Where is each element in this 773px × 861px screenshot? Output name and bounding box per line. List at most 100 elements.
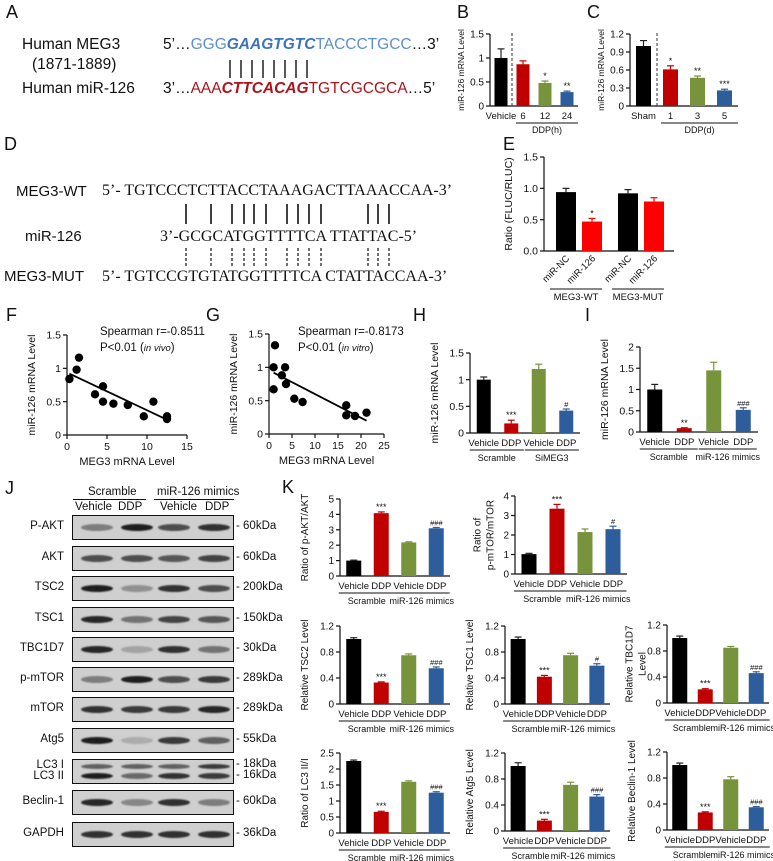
blot-band	[81, 616, 113, 623]
x-category-label: DDP	[534, 709, 554, 720]
y-tick-label: 0.3	[610, 84, 624, 95]
bar-vehicle	[401, 655, 417, 704]
blot-band	[198, 773, 230, 779]
mir126-label: Human miR-126	[22, 80, 135, 97]
x-group-label: miR-126 mimics	[389, 596, 454, 606]
significance-marker: #	[611, 517, 616, 526]
meg3-suffix: …3’	[411, 36, 440, 53]
significance-marker: ***	[506, 410, 517, 420]
significance-marker: ***	[376, 502, 387, 512]
y-tick-label: 2.5	[320, 749, 334, 760]
blot-protein-label: LC3 I LC3 II	[33, 759, 64, 782]
x-tick-label: 10	[309, 440, 321, 452]
bar-ddp	[748, 673, 764, 703]
bar-ddp	[428, 668, 444, 704]
x-category-label: Vehicle	[555, 709, 586, 720]
x-axis-label: MEG3 mRNA Level	[279, 455, 374, 467]
panel-f-letter: F	[6, 305, 17, 325]
blot-strip	[72, 759, 234, 784]
y-axis-label: Relative TBC1D7	[624, 625, 635, 703]
y-tick-label: 1.2	[647, 621, 661, 632]
y-tick-label: 1	[55, 363, 61, 375]
y-tick-label: 0	[493, 827, 499, 838]
mir126-d-label: miR-126	[25, 228, 82, 245]
bar-vehicle	[346, 560, 362, 576]
j-lane-4: DDP	[205, 501, 230, 513]
significance-marker: ###	[430, 783, 443, 792]
x-tick-label: 10	[141, 441, 153, 453]
significance-marker: ***	[376, 672, 387, 682]
bar-vehicle	[346, 639, 362, 704]
x-tick-label: 15	[332, 440, 344, 452]
significance-marker: ***	[700, 802, 711, 812]
mir-suffix: …5’	[407, 80, 436, 97]
x-category-label: miR-126	[565, 253, 598, 286]
regression-line	[69, 372, 168, 421]
x-category-label: DDP	[501, 438, 521, 449]
blot-band	[158, 773, 190, 779]
y-tick-label: 0.9	[610, 48, 624, 59]
y-tick-label: 0.6	[610, 66, 624, 77]
y-tick-label: 0.5	[46, 396, 61, 408]
y-tick-label: 0	[503, 570, 509, 581]
blot-band	[158, 646, 190, 653]
y-tick-label: 0.4	[485, 674, 499, 685]
x-group-label: Scramble	[478, 453, 516, 463]
x-category-label: Vehicle	[486, 111, 517, 122]
bar-ddp	[697, 812, 713, 830]
y-axis-label: miR-126 mRNA Level	[456, 29, 466, 111]
significance-marker: #	[564, 400, 569, 409]
g-spearman: Spearman r=-0.8173	[298, 326, 404, 338]
blot-strip	[72, 790, 234, 815]
blot-band	[158, 524, 190, 531]
x-category-label: DDP	[603, 579, 623, 590]
bar-ddp	[748, 807, 764, 830]
y-tick-label: 0	[655, 699, 661, 710]
blot-band	[198, 524, 230, 531]
x-category-label: 5	[722, 111, 727, 122]
blot-strip	[72, 546, 234, 571]
bar-mir-126	[644, 201, 664, 251]
y-tick-label: 2	[328, 541, 334, 552]
x-category-label: Vehicle	[393, 838, 424, 849]
x-group-label: Scramble	[650, 452, 688, 462]
y-tick-label: 4	[328, 510, 334, 521]
y-tick-label: 0.0	[523, 246, 538, 258]
panel-c-letter: C	[587, 2, 600, 22]
chart-f: 0 0.5 1 1.5 miR-126 mRNA Level 0 5 10 15 MEG3 mRN…	[26, 330, 193, 468]
bar-ddp	[504, 423, 519, 433]
x-category-label: Vehicle	[570, 579, 601, 590]
blot-band	[158, 799, 190, 806]
meg3-wt-label: MEG3-WT	[16, 183, 87, 200]
meg3-label: Human MEG3	[22, 36, 121, 53]
panel-b-letter: B	[457, 2, 470, 22]
significance-marker: ***	[539, 665, 550, 675]
y-tick-label: 1.5	[449, 348, 464, 360]
panel-d-pairing-lines	[185, 204, 390, 268]
meg3-seq-post: TACCCTGCC	[315, 36, 412, 53]
blot-band	[198, 555, 230, 562]
y-tick-label: 0.8	[485, 648, 499, 659]
x-group-label: DDP(h)	[532, 125, 562, 135]
blot-band	[121, 676, 153, 683]
significance-marker: ***	[376, 801, 387, 811]
bar-vehicle	[401, 781, 417, 833]
chart-k8: 0 0.4 0.8 1.2 Relative Beclin-1 Level *** ### V…	[627, 740, 773, 860]
x-tick-label: 5	[104, 441, 110, 453]
blot-protein-label: Atg5	[40, 733, 64, 745]
y-axis-label: Ratio of	[472, 518, 483, 553]
bar-ddp	[373, 682, 389, 704]
x-category-label: DDP	[674, 437, 694, 448]
y-tick-label: 0	[655, 826, 661, 837]
blot-strip	[72, 728, 234, 753]
significance-marker: #	[595, 655, 600, 664]
blot-mw-label: - 60kDa	[236, 520, 277, 532]
y-tick-label: 0.8	[320, 648, 334, 659]
meg3-seed: GAAGTGTC	[226, 36, 316, 53]
y-tick-label: 1.5	[46, 330, 61, 342]
blot-mw-label: - 60kDa	[236, 795, 277, 807]
y-tick-label: 0.5	[248, 395, 263, 407]
regression-line	[273, 371, 367, 422]
blot-band	[81, 737, 113, 744]
